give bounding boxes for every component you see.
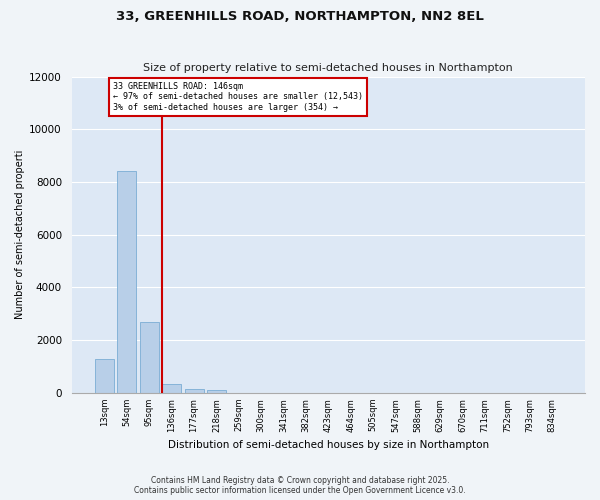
Bar bbox=[207, 390, 226, 393]
X-axis label: Distribution of semi-detached houses by size in Northampton: Distribution of semi-detached houses by … bbox=[168, 440, 489, 450]
Text: Contains HM Land Registry data © Crown copyright and database right 2025.
Contai: Contains HM Land Registry data © Crown c… bbox=[134, 476, 466, 495]
Y-axis label: Number of semi-detached properti: Number of semi-detached properti bbox=[15, 150, 25, 320]
Text: 33, GREENHILLS ROAD, NORTHAMPTON, NN2 8EL: 33, GREENHILLS ROAD, NORTHAMPTON, NN2 8E… bbox=[116, 10, 484, 23]
Bar bbox=[118, 172, 136, 393]
Bar bbox=[185, 389, 203, 393]
Bar bbox=[162, 384, 181, 393]
Title: Size of property relative to semi-detached houses in Northampton: Size of property relative to semi-detach… bbox=[143, 63, 513, 73]
Text: 33 GREENHILLS ROAD: 146sqm
← 97% of semi-detached houses are smaller (12,543)
3%: 33 GREENHILLS ROAD: 146sqm ← 97% of semi… bbox=[113, 82, 363, 112]
Bar bbox=[140, 322, 159, 393]
Bar bbox=[95, 358, 114, 393]
